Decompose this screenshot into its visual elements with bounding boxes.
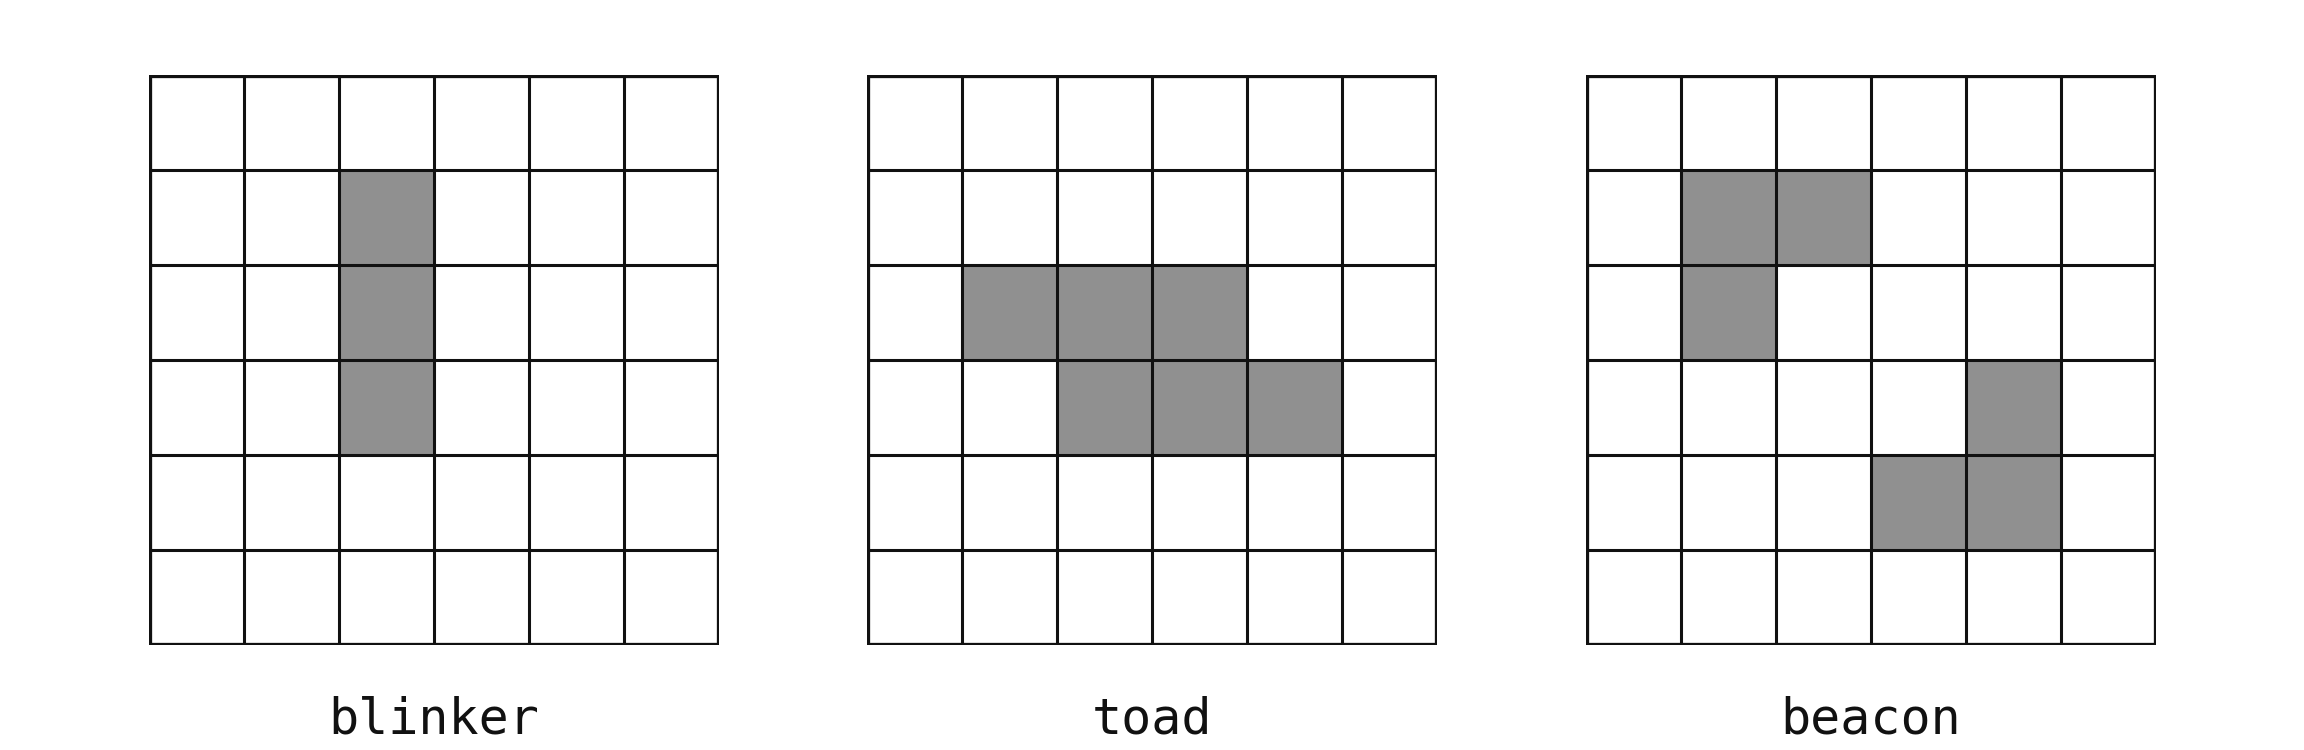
Bar <box>963 265 1058 360</box>
Bar <box>1246 360 1341 455</box>
Bar <box>339 170 433 265</box>
Text: toad: toad <box>1092 696 1212 744</box>
Bar <box>1680 170 1776 265</box>
Bar <box>339 265 433 360</box>
Bar <box>1058 265 1152 360</box>
Text: blinker: blinker <box>327 696 539 744</box>
Bar <box>1058 360 1152 455</box>
Bar <box>339 360 433 455</box>
Bar <box>1776 170 1871 265</box>
Bar <box>1152 265 1246 360</box>
Bar <box>1965 455 2060 550</box>
Bar <box>1152 360 1246 455</box>
Bar <box>1871 455 1965 550</box>
Bar <box>1680 265 1776 360</box>
Bar <box>1965 360 2060 455</box>
Text: beacon: beacon <box>1781 696 1961 744</box>
